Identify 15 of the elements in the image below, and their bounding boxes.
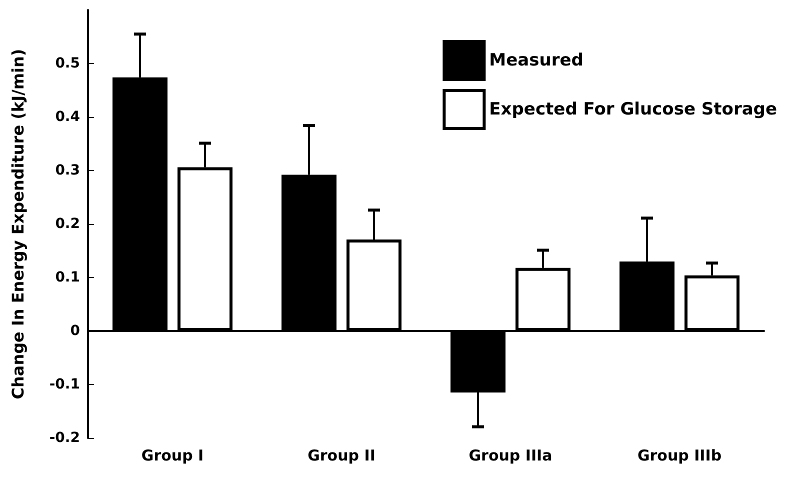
y-tick-label: 0.2 (55, 216, 80, 232)
legend-label: Expected For Glucose Storage (489, 100, 778, 120)
x-tick-label: Group II (308, 446, 376, 464)
legend-label: Measured (489, 50, 584, 70)
y-tick-label: 0.3 (55, 162, 80, 178)
x-tick-label: Group IIIa (468, 446, 552, 464)
y-tick-label: 0.5 (55, 56, 80, 72)
x-tick-label: Group IIIb (637, 446, 722, 464)
y-tick-label: -0.1 (49, 376, 80, 392)
y-tick-label: 0.4 (55, 109, 80, 125)
y-axis-title: Change In Energy Expenditure (kJ/min) (8, 48, 28, 400)
x-tick-label: Group I (141, 446, 204, 464)
y-tick-label: 0 (70, 323, 80, 339)
y-tick-label: 0.1 (55, 270, 80, 286)
y-tick-label: -0.2 (49, 430, 80, 446)
